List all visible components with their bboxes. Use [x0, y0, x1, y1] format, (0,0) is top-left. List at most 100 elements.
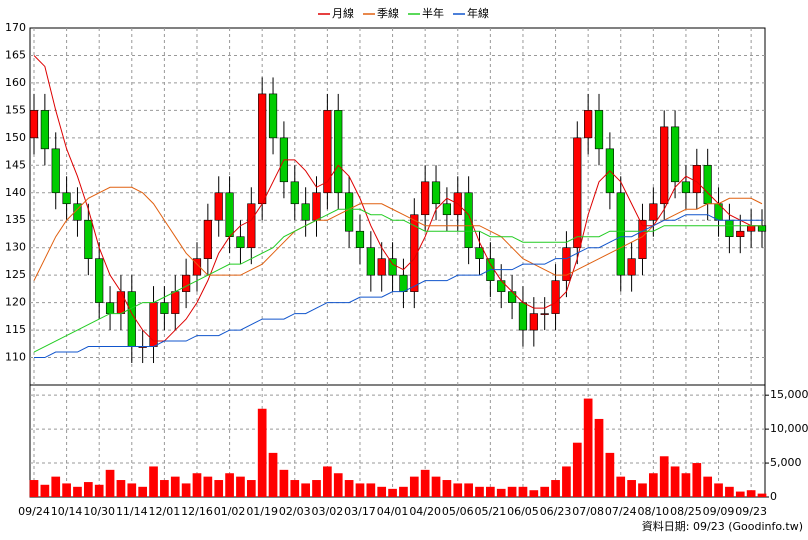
y-tick-label: 150 [5, 131, 26, 144]
candle-body [171, 291, 180, 314]
candle-body [225, 192, 234, 238]
volume-bar [116, 480, 126, 497]
volume-bar [757, 493, 767, 497]
volume-bar [627, 480, 636, 497]
volume-bar [344, 480, 354, 497]
volume-bar [594, 418, 604, 497]
volume-bar [160, 480, 169, 497]
ma-line [33, 208, 762, 353]
y-tick-label: 170 [5, 21, 26, 34]
candle-body [345, 192, 354, 232]
x-tick-label: 12/01 [149, 505, 181, 518]
y2-tick-label: 10,000 [770, 422, 808, 435]
y-tick-label: 145 [5, 158, 26, 171]
volume-bar [475, 486, 484, 497]
candle-body [29, 110, 39, 139]
volume-bar [246, 480, 256, 497]
volume-bar [703, 476, 713, 497]
x-tick-label: 07/08 [572, 505, 604, 518]
candle-body [323, 110, 332, 194]
legend-label: 季線 [377, 6, 399, 20]
candle-body [301, 203, 310, 221]
x-tick-label: 09/23 [735, 505, 767, 518]
volume-bar [279, 469, 289, 497]
candle-body [236, 236, 245, 248]
candle-body [290, 181, 299, 205]
ma-line [33, 186, 763, 281]
candle-body [312, 192, 321, 221]
candle-body [747, 225, 756, 232]
x-tick-label: 08/10 [637, 505, 669, 518]
volume-bar [51, 476, 61, 497]
candle-body [160, 302, 169, 314]
volume-bar [355, 483, 365, 497]
y-tick-label: 155 [5, 103, 26, 116]
y-tick-label: 165 [5, 48, 26, 61]
volume-bar [659, 456, 669, 497]
volume-bar [692, 463, 702, 497]
candle-body [507, 291, 517, 303]
ma-line [34, 214, 762, 359]
volume-bar [572, 442, 582, 497]
x-tick-label: 06/23 [540, 505, 572, 518]
candle-body [725, 219, 734, 238]
x-tick-label: 10/14 [51, 505, 83, 518]
candle-body [247, 203, 256, 248]
volume-bar [29, 480, 39, 497]
candle-body [497, 280, 506, 292]
x-tick-label: 11/14 [116, 505, 148, 518]
volume-bar [507, 486, 517, 497]
volume-bar [40, 484, 50, 497]
volume-bar [714, 483, 723, 497]
volume-bar [670, 466, 680, 497]
x-tick-label: 09/09 [703, 505, 735, 518]
volume-bar [236, 476, 245, 497]
volume-bar [605, 452, 615, 497]
candle-body [594, 110, 604, 150]
candle-body [62, 192, 71, 205]
candle-body [366, 247, 375, 276]
volume-bar [681, 473, 691, 497]
x-tick-label: 01/19 [246, 505, 278, 518]
candle-body [562, 247, 571, 281]
candle-body [127, 291, 136, 347]
candle-body [518, 302, 528, 331]
volume-bar [551, 480, 560, 497]
volume-bar [496, 488, 506, 497]
volume-bar [616, 476, 626, 497]
candle-body [464, 192, 473, 248]
volume-bar [409, 476, 419, 497]
candle-body [268, 93, 278, 139]
x-tick-label: 03/02 [312, 505, 344, 518]
candle-body [192, 258, 202, 276]
candle-body [149, 302, 158, 347]
y2-tick-label: 0 [770, 490, 777, 503]
x-tick-label: 01/02 [214, 505, 246, 518]
x-tick-label: 04/01 [377, 505, 409, 518]
candle-body [649, 203, 658, 221]
volume-bar [225, 473, 234, 497]
candle-body [84, 219, 93, 259]
ma-line [33, 55, 762, 342]
candle-body [431, 181, 441, 205]
volume-bar [638, 483, 647, 497]
candle-body [584, 110, 593, 139]
volume-bar [562, 466, 571, 497]
volume-bar [83, 482, 93, 497]
candle-body [660, 126, 669, 205]
candle-body [73, 203, 82, 221]
volume-bar [323, 466, 332, 497]
y-tick-label: 125 [5, 268, 26, 281]
candle-body [736, 230, 745, 238]
volume-bar [149, 466, 158, 497]
candle-body [475, 247, 484, 259]
legend-label: 月線 [332, 6, 354, 20]
volume-bar [290, 480, 300, 497]
candle-body [442, 203, 451, 216]
volume-bar [312, 480, 321, 497]
volume-bar [540, 486, 550, 497]
x-tick-label: 04/20 [409, 505, 441, 518]
candle-body [692, 165, 701, 194]
y-tick-label: 120 [5, 296, 26, 309]
